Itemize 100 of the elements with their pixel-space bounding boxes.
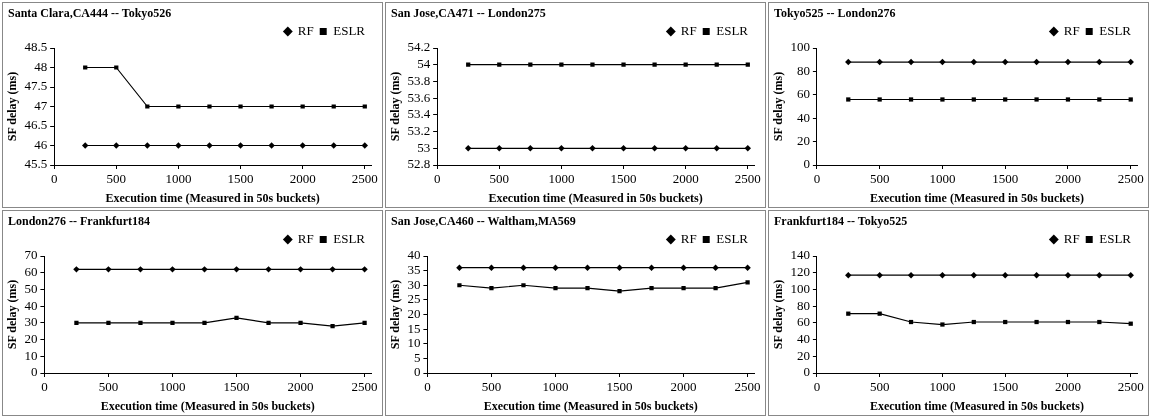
point [649,286,654,291]
x-tick-label: 2000 [287,379,314,395]
x-tick-label: 1000 [542,379,569,395]
point [237,142,244,149]
point [1096,272,1103,279]
x-tick-label: 0 [813,379,821,395]
point [553,286,558,291]
x-tick-label: 0 [50,171,58,187]
x-tick-label: 1000 [929,379,956,395]
point [83,65,88,70]
point [114,65,119,70]
y-tick-label: 80 [796,297,810,313]
y-tick-label: 53.4 [407,106,431,122]
point [617,288,622,294]
chart-title: San Jose,CA471 -- London275 [391,6,546,21]
y-tick-label: 40 [796,109,810,125]
point [169,266,176,273]
x-tick-label: 2000 [670,379,697,395]
point [1033,272,1040,279]
y-axis-title: SF delay (ms) [771,279,786,350]
point [520,264,527,271]
point [266,320,271,325]
y-tick-label: 0 [803,364,810,380]
x-tick-label: 500 [481,379,502,395]
x-tick-label: 1500 [992,379,1019,395]
x-tick-label: 500 [869,379,890,395]
x-tick-label: 2500 [734,379,761,395]
point [105,266,112,273]
x-tick-label: 500 [489,171,510,187]
y-tick-label: 40 [407,247,421,263]
point [176,104,181,109]
point [202,320,207,325]
x-tick-label: 2000 [672,171,699,187]
y-tick-label: 20 [24,330,38,346]
point [361,142,368,149]
point [584,264,591,271]
point [488,264,495,271]
chart-title: San Jose,CA460 -- Waltham,MA569 [391,214,576,229]
point [362,104,367,109]
y-tick-label: 80 [796,62,810,78]
y-tick-label: 48.5 [24,39,48,55]
x-tick-label: 0 [813,171,821,187]
legend-label: RF [1063,22,1080,38]
chart-title: Tokyo525 -- London276 [774,6,896,21]
point [845,272,852,279]
legend-label: RF [1063,230,1080,246]
point [1127,272,1134,279]
y-tick-label: 46 [34,136,48,152]
point [106,320,111,325]
y-tick-label: 46.5 [24,117,48,133]
legend-label: ESLR [716,22,749,38]
x-axis-title: Execution time (Measured in 50s buckets) [105,190,320,205]
point [201,266,208,273]
point [329,266,336,273]
y-tick-label: 60 [796,86,810,102]
y-tick-label: 0 [413,364,421,380]
point [713,286,718,291]
y-tick-label: 40 [24,297,38,313]
x-axis-title: Execution time (Measured in 50s buckets) [483,398,698,413]
y-axis-title: SF delay (ms) [771,71,786,142]
point [265,266,272,273]
x-axis-title: Execution time (Measured in 50s buckets) [869,190,1084,205]
x-tick-label: 500 [106,171,127,187]
point [113,142,120,149]
x-tick-label: 0 [433,171,441,187]
point [170,320,175,325]
y-tick-label: 15 [407,320,421,336]
x-tick-label: 500 [98,379,119,395]
y-tick-label: 100 [790,39,810,55]
point [234,315,239,320]
y-axis-title: SF delay (ms) [5,279,20,350]
y-tick-label: 0 [30,364,38,380]
point [585,286,590,291]
y-tick-label: 70 [24,247,38,263]
y-tick-label: 10 [407,335,421,351]
point [175,142,182,149]
x-tick-label: 2500 [351,379,378,395]
x-tick-label: 1000 [929,171,956,187]
point [297,266,304,273]
point [362,320,367,325]
y-tick-label: 50 [24,280,38,296]
legend-label: RF [680,230,697,246]
point [299,142,306,149]
y-tick-label: 60 [796,314,810,330]
point [1034,319,1039,325]
point [269,104,274,109]
legend-label: ESLR [1099,230,1132,246]
chart-title: Frankfurt184 -- Tokyo525 [774,214,908,229]
point [82,142,89,149]
y-axis-title: SF delay (ms) [388,279,403,350]
legend-label: RF [297,230,314,246]
legend-label: RF [680,22,697,38]
point [681,286,686,291]
x-tick-label: 1500 [992,171,1019,187]
point [330,142,337,149]
x-tick-label: 1500 [227,171,254,187]
point [680,264,687,271]
point [939,272,946,279]
y-tick-label: 20 [796,133,810,149]
legend-label: ESLR [333,22,366,38]
